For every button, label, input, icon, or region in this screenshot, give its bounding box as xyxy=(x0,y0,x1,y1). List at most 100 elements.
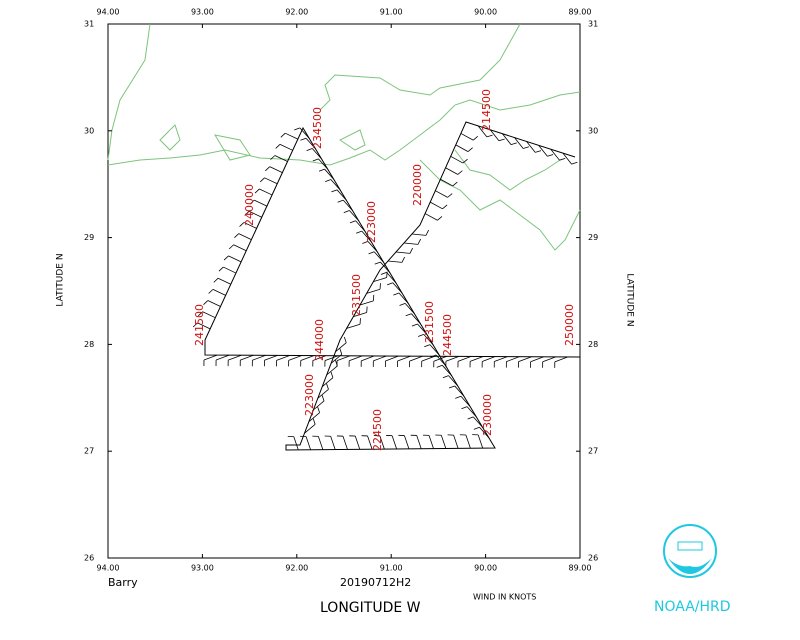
time-label: 220000 xyxy=(411,164,424,206)
barb-flag xyxy=(356,230,362,234)
barb-flag xyxy=(425,229,430,236)
barb-staff xyxy=(240,354,254,361)
barb-staff xyxy=(367,241,378,253)
barb-staff xyxy=(454,385,465,397)
time-label: 223000 xyxy=(303,374,316,416)
barb-flag xyxy=(362,241,369,244)
barb-flag xyxy=(321,395,325,402)
barb-staff xyxy=(385,355,399,362)
barb-staff xyxy=(321,377,334,387)
barb-flag xyxy=(437,216,443,221)
barb-flag xyxy=(192,322,198,328)
barb-staff xyxy=(349,210,360,222)
barb-staff xyxy=(455,144,469,152)
lon-tick-label: 89.00 xyxy=(569,564,592,573)
barb-staff xyxy=(442,365,452,377)
lat-tick-label: 28 xyxy=(84,340,94,349)
barb-flag xyxy=(401,256,406,263)
lon-tick-label: 90.00 xyxy=(474,8,497,17)
y-axis-title: LATITUDE N xyxy=(56,253,66,306)
barb-staff xyxy=(469,356,484,362)
logo-ring xyxy=(663,524,717,578)
coastline xyxy=(107,23,581,251)
barb-staff xyxy=(233,244,247,252)
barb-staff xyxy=(429,344,440,356)
barb-staff xyxy=(421,355,435,362)
time-label: 230000 xyxy=(481,394,494,436)
barb-staff xyxy=(197,322,211,330)
barb-flag xyxy=(306,148,313,152)
barb-staff xyxy=(336,355,351,362)
lon-tick-label: 93.00 xyxy=(191,8,214,17)
barb-flag xyxy=(424,344,431,348)
time-label: 223000 xyxy=(365,201,378,243)
barb-staff xyxy=(330,354,343,364)
barb-flag xyxy=(325,179,331,182)
wind-barbs xyxy=(192,125,578,451)
lon-tick-label: 89.00 xyxy=(569,8,592,17)
barb-staff xyxy=(398,292,409,304)
barb-flag xyxy=(331,189,338,193)
barb-staff xyxy=(403,242,418,245)
barb-flag xyxy=(430,354,437,358)
barb-staff xyxy=(477,125,488,138)
barb-staff xyxy=(373,355,387,362)
barb-staff xyxy=(215,354,230,361)
barb-flag xyxy=(198,311,203,317)
barb-staff xyxy=(354,435,361,450)
barb-staff xyxy=(305,137,316,149)
time-label: 234500 xyxy=(311,107,324,149)
barb-staff xyxy=(554,356,569,363)
barb-staff xyxy=(293,436,299,451)
barb-flag xyxy=(339,348,343,355)
barb-staff xyxy=(318,158,329,170)
time-label: 214500 xyxy=(480,89,493,131)
barb-staff xyxy=(411,233,426,236)
time-label: 244500 xyxy=(441,314,454,356)
lat-tick-label: 27 xyxy=(588,447,598,456)
barb-flag xyxy=(326,383,329,390)
barb-staff xyxy=(326,365,338,376)
barb-flag xyxy=(244,210,250,216)
barb-staff xyxy=(392,282,403,294)
lon-tick-label: 93.00 xyxy=(191,564,214,573)
barb-staff xyxy=(313,400,325,411)
barb-staff xyxy=(212,289,226,296)
barb-flag xyxy=(387,282,393,286)
barb-staff xyxy=(526,141,536,153)
barb-flag xyxy=(380,272,387,275)
barb-flag xyxy=(349,220,356,224)
barb-staff xyxy=(404,435,410,449)
barb-flag xyxy=(218,266,224,272)
barb-staff xyxy=(416,435,422,449)
barb-flag xyxy=(317,406,320,413)
barb-flag xyxy=(399,302,406,306)
barb-staff xyxy=(445,167,459,175)
barb-staff xyxy=(330,436,336,450)
barb-staff xyxy=(252,354,266,361)
barb-staff xyxy=(305,436,311,450)
lon-tick-label: 92.00 xyxy=(285,8,308,17)
barb-flag xyxy=(343,210,350,213)
barb-staff xyxy=(417,323,428,335)
logo-text: NOAA/HRD xyxy=(654,599,731,615)
barb-staff xyxy=(228,255,242,263)
barb-staff xyxy=(353,312,367,318)
barb-staff xyxy=(228,354,242,361)
time-label: 231500 xyxy=(423,301,436,343)
barb-staff xyxy=(562,152,572,165)
barb-staff xyxy=(264,177,278,185)
barb-flag xyxy=(330,371,334,378)
barb-staff xyxy=(254,199,268,207)
barb-staff xyxy=(217,277,231,285)
barb-flag xyxy=(452,181,458,187)
barb-staff xyxy=(477,434,484,449)
barb-flag xyxy=(254,188,260,194)
lon-tick-label: 94.00 xyxy=(97,564,120,573)
barb-flag xyxy=(312,158,319,162)
barb-flag xyxy=(461,406,468,410)
barb-staff xyxy=(361,230,372,242)
barb-staff xyxy=(465,434,471,449)
barb-flag xyxy=(312,418,316,425)
barb-staff xyxy=(346,323,361,329)
